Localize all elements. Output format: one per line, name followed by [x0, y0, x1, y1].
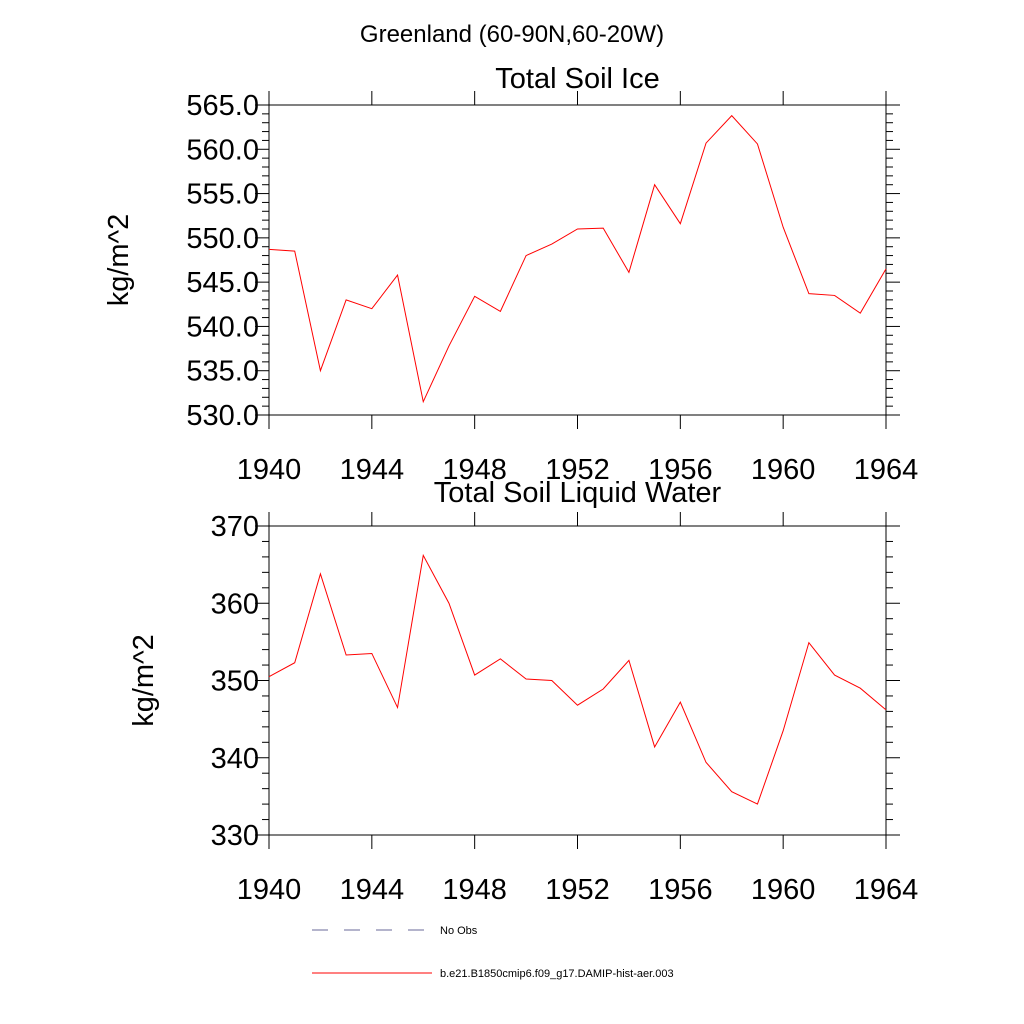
legend-model-label: b.e21.B1850cmip6.f09_g17.DAMIP-hist-aer.…	[440, 968, 674, 980]
legend-obs-label: No Obs	[440, 925, 478, 937]
chart-title: Total Soil Liquid Water	[434, 477, 722, 509]
x-tick-label: 1944	[340, 454, 405, 486]
series-line	[268, 553, 887, 805]
x-tick-label: 1952	[545, 874, 610, 906]
y-tick-label: 555.0	[186, 179, 259, 211]
y-tick-label: 360	[211, 588, 259, 620]
plots-group: Total Soil Ice kg/m^2 1940 1944 1948 1952 1956…	[103, 63, 918, 906]
x-tick-label: 1964	[854, 454, 919, 486]
chart-panel-1: Total Soil Ice kg/m^2 1940 1944 1948 1952 1956…	[103, 63, 918, 486]
x-tick-label: 1960	[751, 454, 816, 486]
y-tick-label: 350	[211, 666, 259, 698]
x-tick-label: 1960	[751, 874, 816, 906]
x-tick-label: 1956	[648, 874, 713, 906]
figure-title: Greenland (60-90N,60-20W)	[360, 21, 664, 48]
y-axis-label: kg/m^2	[103, 214, 135, 307]
y-tick-label: 540.0	[186, 311, 259, 343]
x-tick-label: 1964	[854, 874, 919, 906]
x-tick-label: 1948	[442, 454, 507, 486]
plot-frame	[268, 525, 887, 836]
chart-title: Total Soil Ice	[495, 63, 659, 95]
x-tick-label: 1940	[237, 454, 302, 486]
chart-panel-2: Total Soil Liquid Water kg/m^2 1940 1944 194…	[128, 477, 918, 906]
legend: No Obs b.e21.B1850cmip6.f09_g17.DAMIP-hi…	[312, 925, 674, 980]
x-tick-label: 1940	[237, 874, 302, 906]
x-tick-label: 1952	[545, 454, 610, 486]
y-tick-label: 530.0	[186, 400, 259, 432]
y-tick-label: 535.0	[186, 356, 259, 388]
y-tick-label: 560.0	[186, 134, 259, 166]
plot-frame	[268, 104, 887, 416]
y-tick-label: 550.0	[186, 223, 259, 255]
series-line	[268, 114, 887, 404]
y-tick-label: 370	[211, 511, 259, 543]
x-tick-label: 1956	[648, 454, 713, 486]
y-axis-label: kg/m^2	[128, 634, 160, 727]
y-tick-label: 330	[211, 820, 259, 852]
x-tick-label: 1944	[340, 874, 405, 906]
y-tick-label: 340	[211, 743, 259, 775]
y-tick-label: 545.0	[186, 267, 259, 299]
x-tick-label: 1948	[442, 874, 507, 906]
y-tick-label: 565.0	[186, 90, 259, 122]
